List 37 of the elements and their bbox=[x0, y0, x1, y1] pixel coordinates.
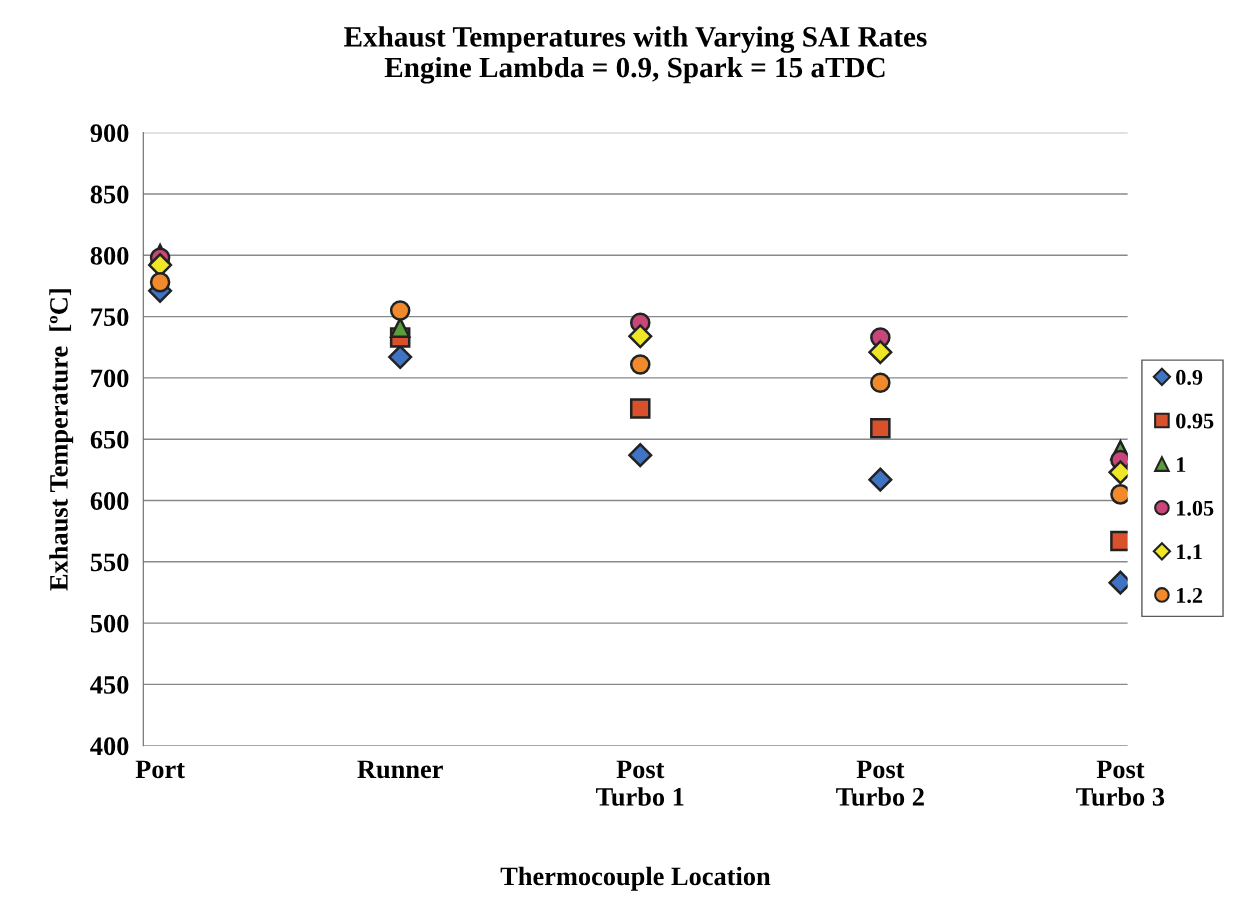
x-tick-label: Post Turbo 2 bbox=[836, 760, 924, 806]
legend-label: 1.1 bbox=[1177, 544, 1202, 560]
y-tick-label: 550 bbox=[90, 553, 129, 572]
y-tick-label: 750 bbox=[91, 308, 129, 327]
point bbox=[388, 345, 413, 370]
x-tick-label: Post Turbo 3 bbox=[1076, 760, 1165, 806]
y-tick-label: 700 bbox=[91, 369, 129, 388]
y-tick-label: 500 bbox=[90, 614, 129, 633]
y-tick-label: 450 bbox=[90, 676, 129, 694]
x-axis-title: Thermocouple Location bbox=[500, 866, 771, 891]
chart-title: Exhaust Temperatures with Varying SAI Rates Engine Lambda = 0.9, Spark = 15 aTDC bbox=[344, 26, 927, 84]
legend-label: 1 bbox=[1177, 457, 1186, 472]
y-tick-label: 400 bbox=[90, 737, 129, 756]
point bbox=[389, 317, 411, 338]
point bbox=[870, 372, 891, 394]
y-tick-label: 800 bbox=[90, 246, 129, 265]
legend-label: 0.95 bbox=[1176, 413, 1214, 429]
y-tick-label: 850 bbox=[90, 185, 129, 204]
point bbox=[870, 417, 891, 439]
legend-label: 1.2 bbox=[1177, 587, 1203, 604]
point bbox=[628, 324, 653, 349]
point bbox=[389, 300, 411, 321]
x-tick-label: Port bbox=[135, 760, 185, 779]
y-tick-label: 650 bbox=[90, 430, 129, 449]
point bbox=[868, 467, 893, 492]
y-tick-label: 600 bbox=[90, 492, 129, 510]
legend-label: 0.9 bbox=[1176, 369, 1203, 385]
legend-label: 1.05 bbox=[1177, 500, 1214, 516]
y-tick-label: 900 bbox=[90, 124, 129, 143]
y-axis-title: Exhaust Temperature [ºC] bbox=[49, 289, 74, 591]
point bbox=[629, 398, 651, 419]
x-tick-label: Post Turbo 1 bbox=[596, 760, 684, 806]
point bbox=[628, 443, 653, 468]
x-tick-label: Runner bbox=[357, 760, 443, 779]
point bbox=[149, 271, 171, 293]
point bbox=[629, 354, 651, 375]
point bbox=[868, 340, 893, 365]
